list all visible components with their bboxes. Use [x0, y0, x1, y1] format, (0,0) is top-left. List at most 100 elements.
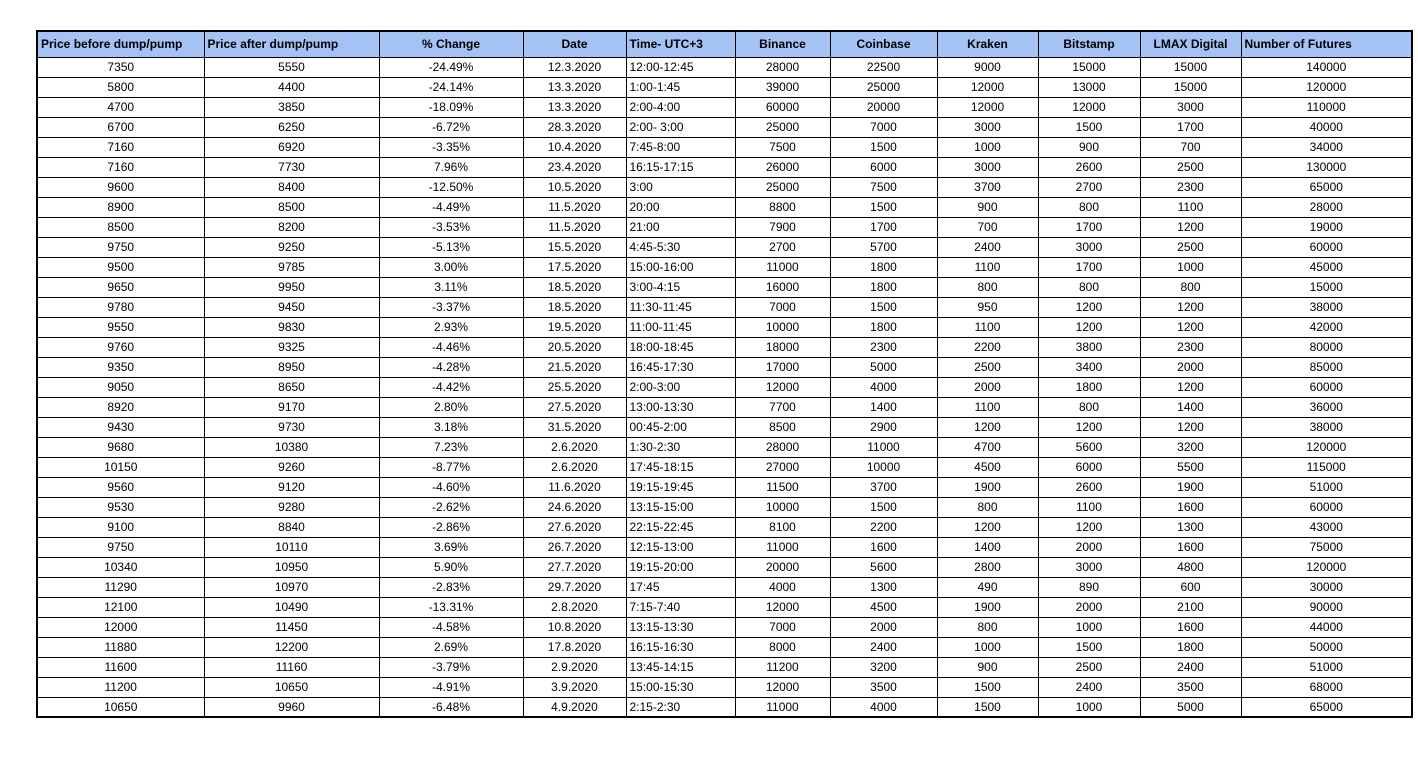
table-cell[interactable]: 17.8.2020	[522, 636, 627, 658]
table-cell[interactable]: 2500	[936, 356, 1039, 378]
table-cell[interactable]: 15:00-15:30	[625, 676, 736, 698]
table-cell[interactable]: -4.49%	[378, 196, 524, 218]
column-header-price-before-dump-pump[interactable]: Price before dump/pump	[36, 30, 205, 58]
table-cell[interactable]: 1200	[936, 416, 1039, 438]
table-cell[interactable]: 13:15-15:00	[625, 496, 736, 518]
table-cell[interactable]: 18:00-18:45	[625, 336, 736, 358]
table-cell[interactable]: 800	[936, 616, 1039, 638]
table-cell[interactable]: 10.4.2020	[522, 136, 627, 158]
table-cell[interactable]: 11450	[203, 616, 380, 638]
table-cell[interactable]: 19:15-20:00	[625, 556, 736, 578]
table-cell[interactable]: 26000	[734, 156, 831, 178]
table-cell[interactable]: 2500	[1139, 236, 1242, 258]
table-cell[interactable]: 8200	[203, 216, 380, 238]
table-cell[interactable]: 29.7.2020	[522, 576, 627, 598]
table-cell[interactable]: 700	[1139, 136, 1242, 158]
table-cell[interactable]: 10340	[36, 556, 205, 578]
table-cell[interactable]: -24.49%	[378, 56, 524, 78]
table-cell[interactable]: 9950	[203, 276, 380, 298]
table-cell[interactable]: 80000	[1240, 336, 1413, 358]
table-cell[interactable]: 16:15-16:30	[625, 636, 736, 658]
table-cell[interactable]: 68000	[1240, 676, 1413, 698]
table-cell[interactable]: 36000	[1240, 396, 1413, 418]
table-cell[interactable]: 43000	[1240, 516, 1413, 538]
table-cell[interactable]: 2400	[829, 636, 938, 658]
table-cell[interactable]: 800	[1037, 196, 1141, 218]
table-cell[interactable]: 1100	[936, 396, 1039, 418]
table-cell[interactable]: -2.83%	[378, 576, 524, 598]
table-cell[interactable]: 85000	[1240, 356, 1413, 378]
table-cell[interactable]: 1000	[1037, 696, 1141, 718]
table-cell[interactable]: 3.9.2020	[522, 676, 627, 698]
table-cell[interactable]: 115000	[1240, 456, 1413, 478]
table-cell[interactable]: 12000	[936, 96, 1039, 118]
table-cell[interactable]: 7350	[36, 56, 205, 78]
table-cell[interactable]: 28000	[734, 56, 831, 78]
table-cell[interactable]: 3800	[1037, 336, 1141, 358]
table-cell[interactable]: 7160	[36, 156, 205, 178]
table-cell[interactable]: 12:15-13:00	[625, 536, 736, 558]
table-cell[interactable]: 42000	[1240, 316, 1413, 338]
table-cell[interactable]: 2000	[936, 376, 1039, 398]
table-cell[interactable]: 120000	[1240, 556, 1413, 578]
table-cell[interactable]: 2.8.2020	[522, 596, 627, 618]
table-cell[interactable]: 9785	[203, 256, 380, 278]
table-cell[interactable]: 20000	[734, 556, 831, 578]
table-cell[interactable]: 11160	[203, 656, 380, 678]
table-cell[interactable]: 90000	[1240, 596, 1413, 618]
table-cell[interactable]: 8900	[36, 196, 205, 218]
table-cell[interactable]: 1800	[829, 316, 938, 338]
column-header-change[interactable]: % Change	[378, 30, 524, 58]
table-cell[interactable]: 60000	[1240, 376, 1413, 398]
table-cell[interactable]: 3400	[1037, 356, 1141, 378]
table-cell[interactable]: 12000	[36, 616, 205, 638]
table-cell[interactable]: 1800	[1139, 636, 1242, 658]
table-cell[interactable]: 7500	[829, 176, 938, 198]
table-cell[interactable]: 1000	[936, 636, 1039, 658]
table-cell[interactable]: 5000	[829, 356, 938, 378]
table-cell[interactable]: 10380	[203, 436, 380, 458]
table-cell[interactable]: 31.5.2020	[522, 416, 627, 438]
table-cell[interactable]: 9830	[203, 316, 380, 338]
table-cell[interactable]: 4500	[829, 596, 938, 618]
table-cell[interactable]: 5800	[36, 76, 205, 98]
table-cell[interactable]: 2.93%	[378, 316, 524, 338]
table-cell[interactable]: 2900	[829, 416, 938, 438]
table-cell[interactable]: 1200	[1139, 296, 1242, 318]
table-cell[interactable]: 60000	[1240, 236, 1413, 258]
table-cell[interactable]: 27.7.2020	[522, 556, 627, 578]
table-cell[interactable]: 9550	[36, 316, 205, 338]
table-cell[interactable]: 1800	[829, 276, 938, 298]
table-cell[interactable]: 800	[1037, 396, 1141, 418]
table-cell[interactable]: -4.28%	[378, 356, 524, 378]
table-cell[interactable]: 9960	[203, 696, 380, 718]
table-cell[interactable]: 2:00-3:00	[625, 376, 736, 398]
table-cell[interactable]: 00:45-2:00	[625, 416, 736, 438]
table-cell[interactable]: 11:00-11:45	[625, 316, 736, 338]
table-cell[interactable]: 2.80%	[378, 396, 524, 418]
table-cell[interactable]: 2:00-4:00	[625, 96, 736, 118]
table-cell[interactable]: 18000	[734, 336, 831, 358]
table-cell[interactable]: 7000	[734, 296, 831, 318]
table-cell[interactable]: 1700	[1139, 116, 1242, 138]
table-cell[interactable]: 9250	[203, 236, 380, 258]
table-cell[interactable]: 2700	[1037, 176, 1141, 198]
table-cell[interactable]: 10110	[203, 536, 380, 558]
table-cell[interactable]: 16000	[734, 276, 831, 298]
table-cell[interactable]: 51000	[1240, 656, 1413, 678]
table-cell[interactable]: -3.35%	[378, 136, 524, 158]
table-cell[interactable]: 8800	[734, 196, 831, 218]
table-cell[interactable]: -2.86%	[378, 516, 524, 538]
table-cell[interactable]: 9680	[36, 436, 205, 458]
table-cell[interactable]: 140000	[1240, 56, 1413, 78]
table-cell[interactable]: 5700	[829, 236, 938, 258]
table-cell[interactable]: 950	[936, 296, 1039, 318]
table-cell[interactable]: 12.3.2020	[522, 56, 627, 78]
table-cell[interactable]: 28000	[1240, 196, 1413, 218]
table-cell[interactable]: 5500	[1139, 456, 1242, 478]
table-cell[interactable]: 600	[1139, 576, 1242, 598]
table-cell[interactable]: -4.60%	[378, 476, 524, 498]
table-cell[interactable]: 2:15-2:30	[625, 696, 736, 718]
table-cell[interactable]: 9280	[203, 496, 380, 518]
table-cell[interactable]: 13:15-13:30	[625, 616, 736, 638]
